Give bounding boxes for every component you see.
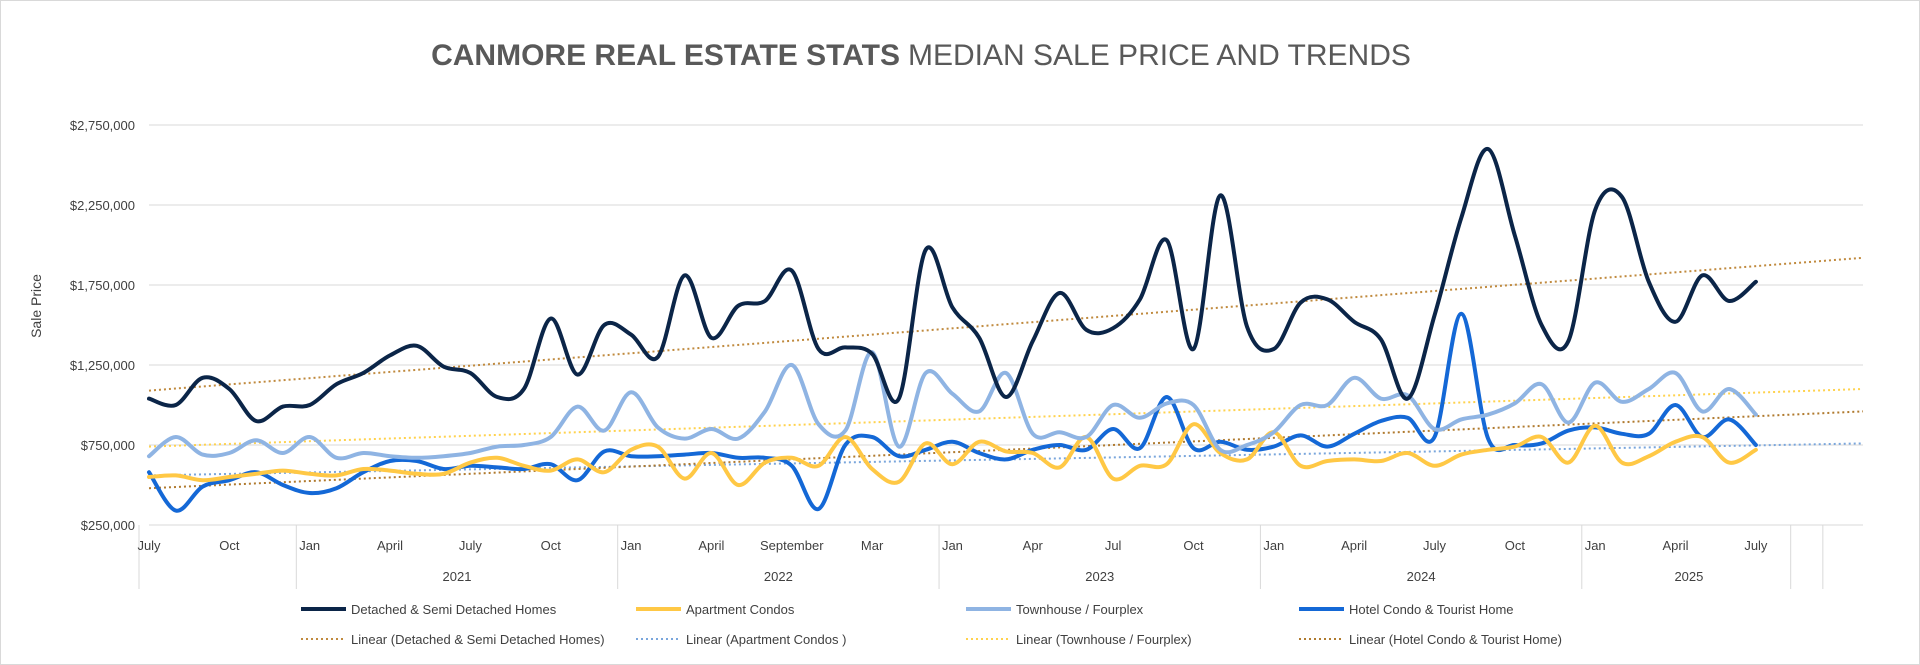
x-tick-label: Oct — [219, 538, 240, 553]
legend-label: Linear (Apartment Condos ) — [686, 632, 846, 647]
x-year-label: 2025 — [1674, 569, 1703, 584]
x-tick-label: Jul — [1105, 538, 1122, 553]
x-tick-label: Mar — [861, 538, 884, 553]
trendline — [148, 442, 1864, 477]
x-tick-label: April — [1341, 538, 1367, 553]
x-tick-label: Jan — [621, 538, 642, 553]
y-tick-label: $1,250,000 — [70, 358, 135, 373]
x-tick-label: September — [760, 538, 824, 553]
x-tick-label: Apr — [1023, 538, 1044, 553]
legend-label: Townhouse / Fourplex — [1016, 602, 1144, 617]
trendline — [148, 388, 1864, 448]
chart-title: CANMORE REAL ESTATE STATS MEDIAN SALE PRI… — [431, 39, 1411, 72]
legend-label: Linear (Hotel Condo & Tourist Home) — [1349, 632, 1562, 647]
legend-label: Apartment Condos — [686, 602, 795, 617]
series-line — [147, 422, 1758, 487]
series-lines — [147, 147, 1758, 513]
x-axis: July Oct Jan April July Oct Jan April September M… — [137, 525, 1824, 589]
chart-subtitle: MEDIAN SALE PRICE AND TRENDS — [908, 39, 1411, 72]
legend-label: Hotel Condo & Tourist Home — [1349, 602, 1514, 617]
series-line — [147, 350, 1758, 461]
x-tick-label: Jan — [299, 538, 320, 553]
y-tick-label: $2,250,000 — [70, 198, 135, 213]
x-tick-label: Jan — [1263, 538, 1284, 553]
x-year-label: 2022 — [764, 569, 793, 584]
x-tick-label: April — [1663, 538, 1689, 553]
legend-label: Linear (Detached & Semi Detached Homes) — [351, 632, 605, 647]
series-line — [147, 311, 1758, 513]
x-tick-label: July — [1423, 538, 1447, 553]
y-tick-label: $2,750,000 — [70, 118, 135, 133]
legend: Detached & Semi Detached Homes Apartment … — [301, 602, 1562, 647]
y-tick-label: $250,000 — [81, 518, 135, 533]
x-tick-label: July — [1744, 538, 1768, 553]
y-axis-label: Sale Price — [28, 274, 44, 338]
x-tick-label: Jan — [942, 538, 963, 553]
chart-title-main: CANMORE REAL ESTATE STATS — [431, 39, 900, 72]
x-tick-label: Oct — [1505, 538, 1526, 553]
legend-label: Detached & Semi Detached Homes — [351, 602, 557, 617]
y-tick-label: $750,000 — [81, 438, 135, 453]
trendline — [148, 256, 1864, 392]
gridlines — [149, 124, 1863, 526]
x-tick-label: April — [377, 538, 403, 553]
x-year-label: 2024 — [1407, 569, 1436, 584]
x-tick-label: Oct — [1183, 538, 1204, 553]
x-tick-label: July — [459, 538, 483, 553]
y-tick-label: $1,750,000 — [70, 278, 135, 293]
x-year-label: 2023 — [1085, 569, 1114, 584]
x-tick-label: July — [137, 538, 161, 553]
legend-label: Linear (Townhouse / Fourplex) — [1016, 632, 1192, 647]
y-axis-ticks: $250,000 $750,000 $1,250,000 $1,750,000 $2,2… — [70, 118, 135, 533]
series-line — [147, 147, 1758, 424]
x-tick-label: Oct — [541, 538, 562, 553]
x-tick-label: April — [698, 538, 724, 553]
x-tick-label: Jan — [1585, 538, 1606, 553]
x-year-label: 2021 — [443, 569, 472, 584]
